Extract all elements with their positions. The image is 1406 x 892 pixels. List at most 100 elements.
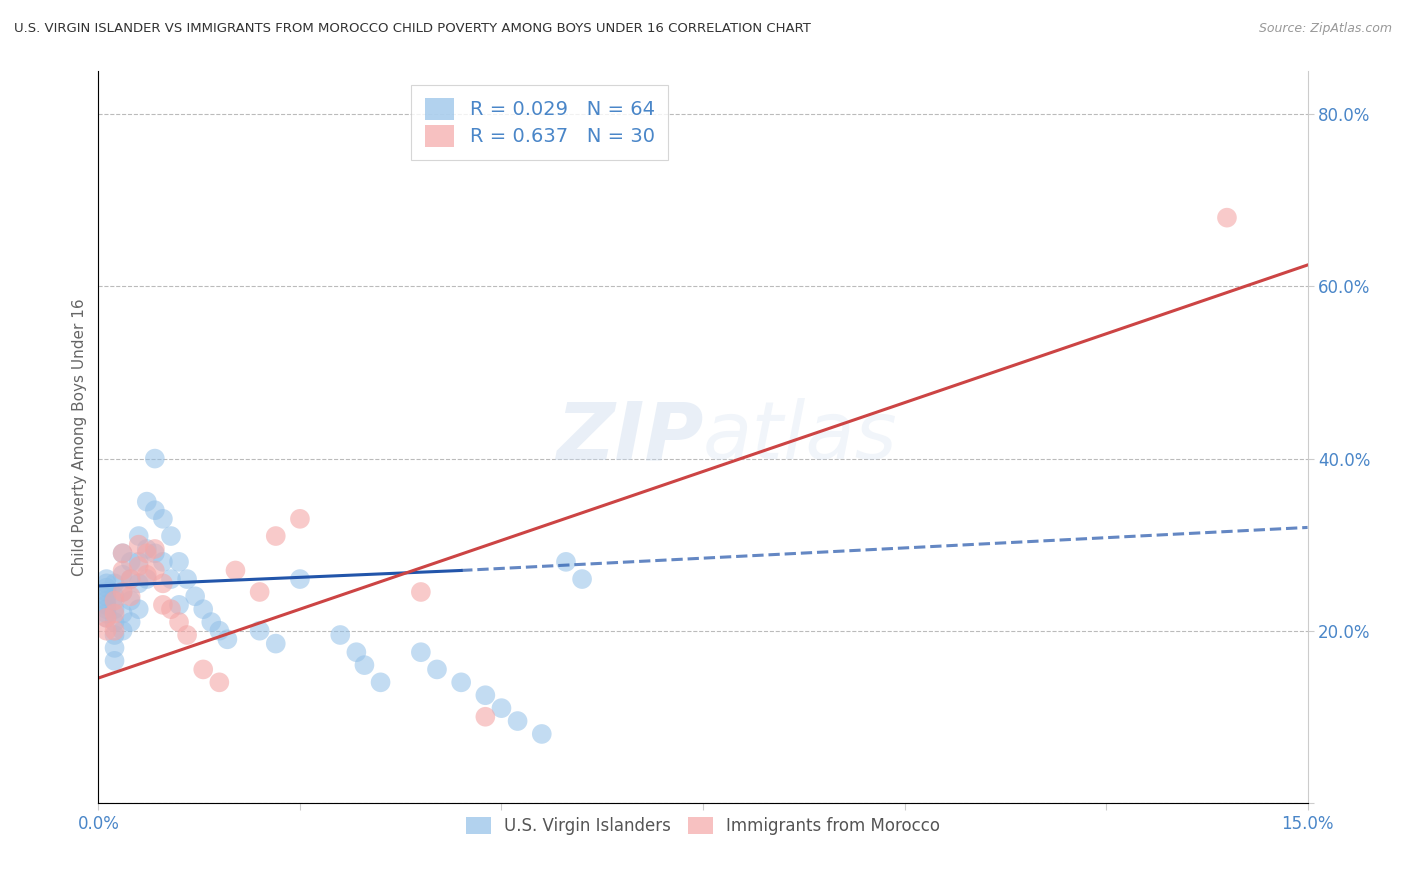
- Point: [208, 624, 231, 638]
- Point: [264, 637, 287, 651]
- Point: [111, 546, 134, 560]
- Text: U.S. VIRGIN ISLANDER VS IMMIGRANTS FROM MOROCCO CHILD POVERTY AMONG BOYS UNDER 1: U.S. VIRGIN ISLANDER VS IMMIGRANTS FROM …: [14, 22, 811, 36]
- Point: [103, 654, 125, 668]
- Point: [96, 598, 118, 612]
- Point: [128, 602, 150, 616]
- Y-axis label: Child Poverty Among Boys Under 16: Child Poverty Among Boys Under 16: [72, 298, 87, 576]
- Point: [135, 546, 157, 560]
- Point: [143, 451, 166, 466]
- Point: [103, 576, 125, 591]
- Point: [111, 567, 134, 582]
- Point: [96, 589, 118, 603]
- Point: [96, 624, 118, 638]
- Point: [152, 555, 174, 569]
- Point: [184, 589, 207, 603]
- Point: [474, 688, 496, 702]
- Point: [103, 615, 125, 629]
- Point: [96, 602, 118, 616]
- Text: Source: ZipAtlas.com: Source: ZipAtlas.com: [1258, 22, 1392, 36]
- Point: [135, 494, 157, 508]
- Point: [96, 607, 118, 621]
- Point: [96, 576, 118, 591]
- Point: [288, 572, 311, 586]
- Point: [217, 632, 239, 647]
- Point: [96, 572, 118, 586]
- Point: [103, 624, 125, 638]
- Point: [103, 589, 125, 603]
- Point: [426, 662, 449, 676]
- Point: [128, 538, 150, 552]
- Point: [409, 645, 432, 659]
- Point: [143, 546, 166, 560]
- Point: [160, 602, 183, 616]
- Point: [103, 628, 125, 642]
- Point: [128, 555, 150, 569]
- Point: [103, 607, 125, 621]
- Point: [96, 581, 118, 595]
- Point: [103, 602, 125, 616]
- Point: [353, 658, 375, 673]
- Text: ZIP: ZIP: [555, 398, 703, 476]
- Point: [370, 675, 392, 690]
- Point: [409, 585, 432, 599]
- Point: [176, 572, 198, 586]
- Point: [1216, 211, 1239, 225]
- Point: [96, 585, 118, 599]
- Point: [103, 640, 125, 655]
- Point: [128, 529, 150, 543]
- Point: [167, 615, 190, 629]
- Point: [120, 593, 142, 607]
- Point: [111, 585, 134, 599]
- Point: [224, 564, 246, 578]
- Point: [96, 611, 118, 625]
- Point: [143, 541, 166, 556]
- Point: [160, 529, 183, 543]
- Point: [160, 572, 183, 586]
- Point: [96, 593, 118, 607]
- Point: [571, 572, 593, 586]
- Point: [111, 585, 134, 599]
- Point: [111, 564, 134, 578]
- Point: [120, 572, 142, 586]
- Point: [344, 645, 367, 659]
- Point: [152, 598, 174, 612]
- Point: [193, 662, 215, 676]
- Text: atlas: atlas: [703, 398, 898, 476]
- Point: [111, 607, 134, 621]
- Point: [120, 572, 142, 586]
- Point: [530, 727, 553, 741]
- Point: [128, 559, 150, 574]
- Point: [152, 512, 174, 526]
- Point: [491, 701, 513, 715]
- Point: [135, 572, 157, 586]
- Point: [152, 576, 174, 591]
- Point: [135, 567, 157, 582]
- Point: [120, 615, 142, 629]
- Point: [329, 628, 352, 642]
- Point: [200, 615, 222, 629]
- Point: [167, 598, 190, 612]
- Point: [128, 576, 150, 591]
- Point: [143, 564, 166, 578]
- Point: [193, 602, 215, 616]
- Point: [103, 593, 125, 607]
- Point: [120, 589, 142, 603]
- Point: [111, 546, 134, 560]
- Point: [450, 675, 472, 690]
- Point: [96, 611, 118, 625]
- Point: [176, 628, 198, 642]
- Point: [143, 503, 166, 517]
- Point: [249, 585, 271, 599]
- Point: [135, 541, 157, 556]
- Point: [120, 555, 142, 569]
- Legend: U.S. Virgin Islanders, Immigrants from Morocco: U.S. Virgin Islanders, Immigrants from M…: [460, 811, 946, 842]
- Point: [208, 675, 231, 690]
- Point: [111, 624, 134, 638]
- Point: [264, 529, 287, 543]
- Point: [506, 714, 529, 728]
- Point: [474, 710, 496, 724]
- Point: [249, 624, 271, 638]
- Point: [288, 512, 311, 526]
- Point: [167, 555, 190, 569]
- Point: [555, 555, 578, 569]
